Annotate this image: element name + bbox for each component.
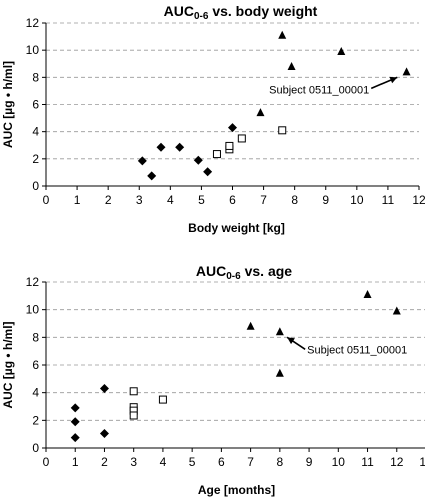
chart-title-rest: vs. body weight <box>208 3 317 19</box>
data-point-square <box>278 126 287 135</box>
x-axis-label: Body weight [kg] <box>188 221 285 235</box>
chart-title: AUC0-6 vs. age <box>196 263 292 282</box>
x-tick-label: 5 <box>198 193 205 207</box>
data-point-square <box>158 395 167 404</box>
chart-title-main: AUC <box>164 3 194 19</box>
data-point-square <box>129 411 138 420</box>
y-tick-label: 2 <box>32 413 39 427</box>
x-tick-label: 6 <box>229 193 236 207</box>
data-point-diamond <box>193 155 203 165</box>
x-tick-label: 10 <box>350 193 364 207</box>
chart-title-subscript: 0-6 <box>194 11 209 22</box>
data-point-triangle <box>337 47 346 56</box>
data-point-diamond <box>203 167 213 177</box>
y-tick-label: 8 <box>32 70 39 84</box>
data-point-diamond <box>70 403 80 413</box>
data-point-triangle <box>246 321 255 330</box>
data-point-triangle <box>275 368 284 377</box>
y-tick-label: 6 <box>32 98 39 112</box>
x-tick-label: 13 <box>419 455 425 469</box>
x-tick-label: 3 <box>130 455 137 469</box>
data-point-diamond <box>175 142 185 152</box>
y-tick-label: 12 <box>26 16 40 30</box>
y-tick-label: 4 <box>32 386 39 400</box>
x-axis-label: Age [months] <box>198 483 275 497</box>
data-point-diamond <box>137 156 147 166</box>
chart-title-rest: vs. age <box>241 263 293 279</box>
annotation-arrow-head <box>287 337 295 345</box>
data-point-triangle <box>256 108 265 117</box>
y-tick-label: 10 <box>26 43 40 57</box>
x-tick-label: 10 <box>332 455 346 469</box>
data-point-triangle <box>392 306 401 315</box>
y-tick-label: 6 <box>32 358 39 372</box>
data-point-triangle <box>287 61 296 70</box>
x-tick-label: 1 <box>74 193 81 207</box>
data-point-triangle <box>402 67 411 76</box>
data-point-diamond <box>70 417 80 427</box>
data-point-diamond <box>99 428 109 438</box>
x-tick-label: 0 <box>43 455 50 469</box>
x-tick-label: 1 <box>72 455 79 469</box>
annotation-label: Subject 0511_00001 <box>307 344 407 356</box>
data-point-square <box>212 150 221 159</box>
data-point-square <box>225 141 234 150</box>
data-point-diamond <box>228 123 237 133</box>
data-point-square <box>237 134 246 143</box>
annotation-arrow-head <box>389 76 398 84</box>
x-tick-label: 4 <box>167 193 174 207</box>
x-tick-label: 8 <box>291 193 298 207</box>
x-tick-label: 7 <box>260 193 267 207</box>
x-tick-label: 3 <box>136 193 143 207</box>
x-tick-label: 9 <box>322 193 329 207</box>
x-tick-label: 11 <box>382 193 395 207</box>
data-point-diamond <box>70 433 80 443</box>
data-point-triangle <box>363 289 372 298</box>
x-tick-label: 12 <box>390 455 404 469</box>
data-point-triangle <box>275 327 284 336</box>
x-tick-label: 9 <box>306 455 313 469</box>
y-tick-label: 8 <box>32 330 39 344</box>
chart-title: AUC0-6 vs. body weight <box>164 3 318 22</box>
x-tick-label: 2 <box>105 193 112 207</box>
annotation-label: Subject 0511_00001 <box>269 84 369 96</box>
x-tick-label: 2 <box>101 455 108 469</box>
chart-title-subscript: 0-6 <box>226 271 241 282</box>
chart-title-main: AUC <box>196 263 226 279</box>
y-tick-label: 0 <box>32 441 39 455</box>
y-axis-label: AUC [µg • h/ml] <box>1 61 15 148</box>
y-tick-label: 4 <box>32 125 39 139</box>
y-tick-label: 12 <box>26 275 40 289</box>
y-tick-label: 2 <box>32 152 39 166</box>
x-tick-label: 0 <box>43 193 50 207</box>
x-tick-label: 7 <box>247 455 254 469</box>
y-tick-label: 10 <box>26 303 40 317</box>
y-axis-label: AUC [µg • h/ml] <box>1 321 15 408</box>
x-tick-label: 12 <box>412 193 425 207</box>
data-point-diamond <box>99 384 109 394</box>
data-point-triangle <box>278 30 287 39</box>
x-tick-label: 8 <box>277 455 284 469</box>
x-tick-label: 11 <box>361 455 374 469</box>
data-point-square <box>129 387 138 396</box>
data-point-diamond <box>147 171 157 181</box>
x-tick-label: 4 <box>160 455 167 469</box>
x-tick-label: 6 <box>218 455 225 469</box>
x-tick-label: 5 <box>189 455 196 469</box>
y-tick-label: 0 <box>32 179 39 193</box>
data-point-diamond <box>156 142 166 152</box>
